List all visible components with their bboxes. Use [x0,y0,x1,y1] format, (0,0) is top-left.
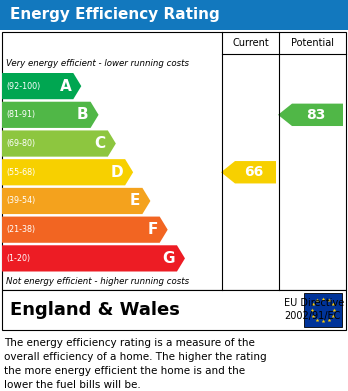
Text: (1-20): (1-20) [6,254,30,263]
Text: (21-38): (21-38) [6,225,35,234]
Text: G: G [163,251,175,266]
Text: (69-80): (69-80) [6,139,35,148]
Text: D: D [111,165,123,180]
Polygon shape [2,131,116,157]
Polygon shape [2,102,98,128]
Bar [2,290,346,330]
Text: (55-68): (55-68) [6,168,35,177]
Text: Current: Current [232,38,269,48]
Text: (81-91): (81-91) [6,110,35,119]
Text: (92-100): (92-100) [6,82,40,91]
Polygon shape [278,104,343,126]
Text: Energy Efficiency Rating: Energy Efficiency Rating [10,7,220,23]
Text: 83: 83 [306,108,325,122]
Polygon shape [2,217,168,243]
Text: 2002/91/EC: 2002/91/EC [284,311,340,321]
Text: F: F [147,222,158,237]
Text: B: B [77,107,88,122]
Text: England & Wales: England & Wales [10,301,180,319]
Text: E: E [130,194,140,208]
Text: 66: 66 [244,165,263,179]
Polygon shape [2,188,150,214]
Text: A: A [60,79,71,93]
Polygon shape [2,245,185,271]
Text: C: C [95,136,106,151]
Text: EU Directive: EU Directive [284,298,344,308]
Bar [0,0,348,30]
Text: (39-54): (39-54) [6,196,35,205]
Polygon shape [2,73,81,99]
Text: The energy efficiency rating is a measure of the
overall efficiency of a home. T: The energy efficiency rating is a measur… [4,338,267,390]
Bar [304,293,342,327]
Text: Very energy efficient - lower running costs: Very energy efficient - lower running co… [6,59,189,68]
Polygon shape [221,161,276,183]
Polygon shape [2,159,133,185]
Bar [2,32,346,290]
Text: Potential: Potential [291,38,334,48]
Text: Not energy efficient - higher running costs: Not energy efficient - higher running co… [6,278,189,287]
